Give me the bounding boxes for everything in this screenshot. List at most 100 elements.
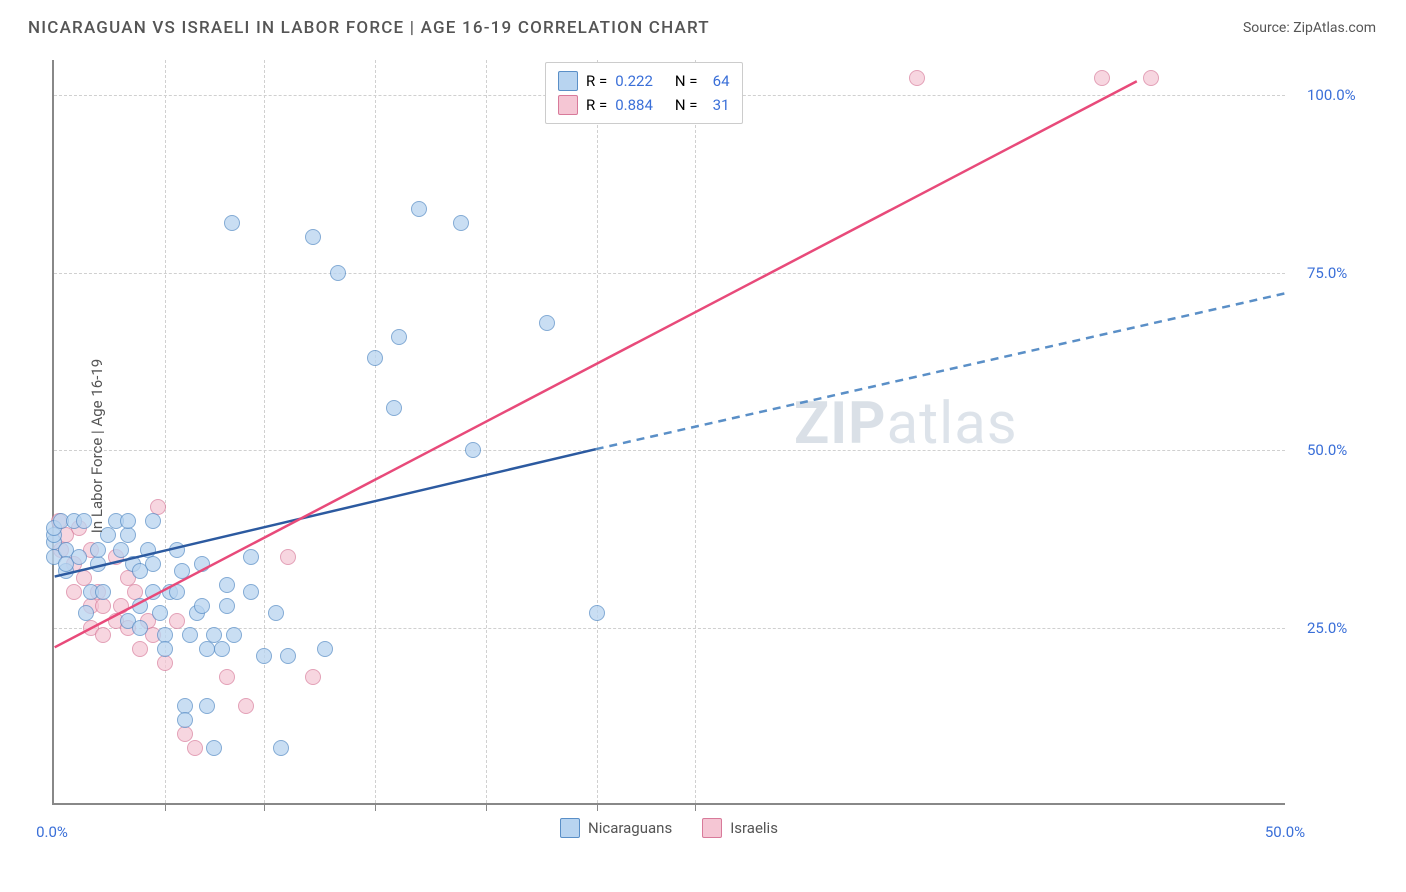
xtick-mark	[695, 803, 696, 811]
n-value-israeli: 31	[706, 93, 730, 117]
point-nicaraguan	[152, 605, 168, 621]
plot-area: ZIPatlas	[52, 60, 1285, 805]
point-nicaraguan	[219, 598, 235, 614]
point-nicaraguan	[268, 605, 284, 621]
chart-title: NICARAGUAN VS ISRAELI IN LABOR FORCE | A…	[28, 18, 710, 38]
point-nicaraguan	[256, 648, 272, 664]
grid-v	[165, 60, 166, 803]
grid-h	[54, 273, 1285, 274]
point-israeli	[66, 584, 82, 600]
point-nicaraguan	[120, 527, 136, 543]
swatch-israeli	[558, 95, 578, 115]
correlation-row-nicaraguan: R = 0.222 N = 64	[558, 69, 730, 93]
point-nicaraguan	[95, 584, 111, 600]
legend-label-nicaraguan: Nicaraguans	[588, 819, 672, 837]
point-nicaraguan	[194, 598, 210, 614]
point-nicaraguan	[90, 542, 106, 558]
point-nicaraguan	[71, 549, 87, 565]
swatch-nicaraguan	[560, 818, 580, 838]
n-value-nicaraguan: 64	[706, 69, 730, 93]
point-israeli	[280, 549, 296, 565]
legend-bottom: Nicaraguans Israelis	[560, 818, 778, 838]
point-israeli	[132, 641, 148, 657]
ytick-label: 75.0%	[1307, 264, 1387, 282]
legend-item-nicaraguan: Nicaraguans	[560, 818, 672, 838]
xtick-mark	[264, 803, 265, 811]
point-nicaraguan	[224, 215, 240, 231]
point-israeli	[177, 726, 193, 742]
xtick-mark	[486, 803, 487, 811]
ytick-label: 100.0%	[1307, 86, 1387, 104]
grid-v	[486, 60, 487, 803]
correlation-box: R = 0.222 N = 64 R = 0.884 N = 31	[545, 62, 743, 124]
n-label: N =	[675, 69, 698, 93]
point-nicaraguan	[465, 442, 481, 458]
point-nicaraguan	[182, 627, 198, 643]
xtick-mark	[597, 803, 598, 811]
point-nicaraguan	[219, 577, 235, 593]
swatch-nicaraguan	[558, 71, 578, 91]
xtick-mark	[375, 803, 376, 811]
r-label: R =	[586, 69, 607, 93]
point-nicaraguan	[206, 740, 222, 756]
grid-v	[695, 60, 696, 803]
point-nicaraguan	[273, 740, 289, 756]
point-nicaraguan	[145, 556, 161, 572]
swatch-israeli	[702, 818, 722, 838]
point-nicaraguan	[317, 641, 333, 657]
point-nicaraguan	[386, 400, 402, 416]
correlation-row-israeli: R = 0.884 N = 31	[558, 93, 730, 117]
legend-label-israeli: Israelis	[730, 819, 778, 837]
point-nicaraguan	[174, 563, 190, 579]
point-nicaraguan	[411, 201, 427, 217]
point-israeli	[1143, 70, 1159, 86]
watermark: ZIPatlas	[794, 390, 1018, 458]
n-label: N =	[675, 93, 698, 117]
point-nicaraguan	[391, 329, 407, 345]
point-israeli	[909, 70, 925, 86]
point-nicaraguan	[169, 584, 185, 600]
point-nicaraguan	[199, 641, 215, 657]
xtick-mark	[165, 803, 166, 811]
point-israeli	[238, 698, 254, 714]
r-label: R =	[586, 93, 607, 117]
point-israeli	[95, 598, 111, 614]
point-nicaraguan	[194, 556, 210, 572]
point-nicaraguan	[199, 698, 215, 714]
regression-lines	[54, 60, 1285, 803]
legend-item-israeli: Israelis	[702, 818, 778, 838]
point-nicaraguan	[157, 641, 173, 657]
point-israeli	[169, 613, 185, 629]
grid-v	[597, 60, 598, 803]
point-nicaraguan	[539, 315, 555, 331]
point-nicaraguan	[78, 605, 94, 621]
point-nicaraguan	[145, 584, 161, 600]
grid-h	[54, 450, 1285, 451]
source-text: Source: ZipAtlas.com	[1243, 20, 1376, 36]
point-israeli	[187, 740, 203, 756]
point-nicaraguan	[330, 265, 346, 281]
point-nicaraguan	[243, 584, 259, 600]
point-nicaraguan	[589, 605, 605, 621]
point-israeli	[95, 627, 111, 643]
y-axis-label: In Labor Force | Age 16-19	[88, 359, 106, 533]
point-israeli	[305, 669, 321, 685]
grid-v	[264, 60, 265, 803]
point-nicaraguan	[226, 627, 242, 643]
point-nicaraguan	[145, 513, 161, 529]
point-nicaraguan	[305, 229, 321, 245]
point-israeli	[1094, 70, 1110, 86]
point-israeli	[157, 655, 173, 671]
r-value-nicaraguan: 0.222	[615, 69, 653, 93]
point-nicaraguan	[169, 542, 185, 558]
point-nicaraguan	[120, 513, 136, 529]
xtick-label: 0.0%	[22, 823, 82, 841]
point-nicaraguan	[214, 641, 230, 657]
point-nicaraguan	[177, 712, 193, 728]
xtick-label: 50.0%	[1255, 823, 1315, 841]
point-nicaraguan	[132, 598, 148, 614]
ytick-label: 25.0%	[1307, 619, 1387, 637]
r-value-israeli: 0.884	[615, 93, 653, 117]
point-israeli	[219, 669, 235, 685]
grid-v	[375, 60, 376, 803]
